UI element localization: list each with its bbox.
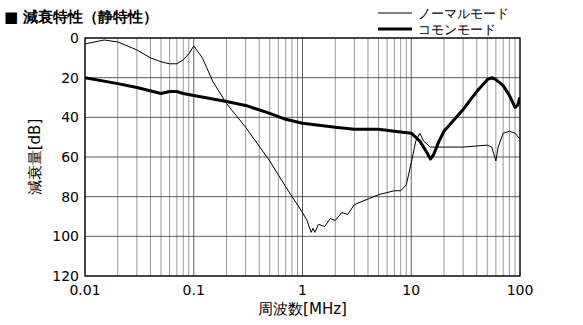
y-tick-label: 120 (52, 268, 79, 284)
y-tick-label: 20 (61, 70, 79, 86)
series-line (85, 78, 520, 159)
legend: ノーマルモードコモンモード (378, 6, 509, 37)
title: ■ 減衰特性（静特性） (4, 8, 158, 26)
grid (85, 38, 520, 276)
y-grid-line (85, 236, 520, 237)
y-tick-label: 40 (61, 109, 79, 125)
y-grid-line (85, 157, 520, 158)
x-tick-label: 1 (298, 282, 307, 298)
tick-labels: 0.01 0.1 1 10 100 0 20 40 60 80 100 120 (52, 30, 533, 298)
x-tick-label: 10 (402, 282, 420, 298)
legend-swatch (378, 13, 412, 14)
y-tick-label: 80 (61, 189, 79, 205)
series-line (85, 40, 520, 232)
y-tick-label: 60 (61, 149, 79, 165)
legend-label: ノーマルモード (418, 6, 509, 21)
y-tick-label: 100 (52, 228, 79, 244)
x-tick-label: 0.1 (183, 282, 205, 298)
plot-frame (85, 38, 520, 276)
x-tick-label: 0.01 (69, 282, 100, 298)
legend-swatch (378, 28, 412, 31)
chart: 0.01 0.1 1 10 100 0 20 40 60 80 100 120 ■ 減衰特性（静特性） 周… (0, 0, 583, 325)
y-axis-label: 減衰量[dB] (26, 119, 44, 196)
x-tick-label: 100 (507, 282, 534, 298)
legend-label: コモンモード (418, 22, 496, 37)
series-group (85, 40, 520, 232)
y-tick-label: 0 (70, 30, 79, 46)
y-grid-line (85, 196, 520, 197)
y-grid-line (85, 77, 520, 78)
x-axis-label: 周波数[MHz] (258, 300, 347, 318)
